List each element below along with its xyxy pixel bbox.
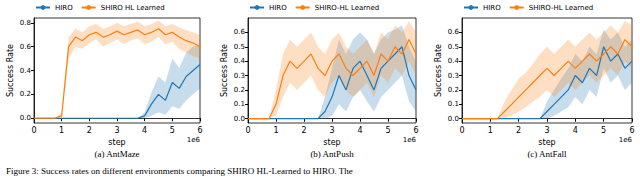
svg-text:0.6: 0.6	[448, 28, 460, 36]
svg-text:Success Rate: Success Rate	[434, 44, 443, 97]
svg-text:3: 3	[114, 126, 119, 135]
svg-text:1: 1	[59, 126, 64, 135]
svg-text:HIRO: HIRO	[269, 4, 287, 12]
svg-text:6: 6	[197, 126, 202, 135]
svg-text:4: 4	[142, 126, 147, 135]
svg-text:4: 4	[357, 126, 362, 135]
svg-text:5: 5	[385, 126, 390, 135]
svg-text:SHIRO HL Learned: SHIRO HL Learned	[101, 4, 165, 12]
svg-text:0.1: 0.1	[448, 100, 459, 108]
svg-text:0.2: 0.2	[448, 86, 459, 94]
svg-text:SHIRO-HL Learned: SHIRO-HL Learned	[529, 4, 594, 12]
svg-text:0.4: 0.4	[448, 57, 460, 65]
svg-text:Success Rate: Success Rate	[6, 44, 15, 97]
svg-text:Figure 3: Success rates on dif: Figure 3: Success rates on different env…	[6, 166, 353, 176]
svg-text:0.4: 0.4	[20, 67, 32, 75]
svg-text:3: 3	[544, 126, 549, 135]
svg-text:1e6: 1e6	[403, 136, 417, 144]
svg-text:0.8: 0.8	[20, 19, 31, 27]
svg-text:HIRO: HIRO	[483, 4, 501, 12]
svg-text:0.2: 0.2	[234, 86, 245, 94]
svg-text:Success Rate: Success Rate	[220, 44, 229, 97]
svg-text:1e6: 1e6	[187, 136, 201, 144]
svg-text:2: 2	[516, 126, 521, 135]
svg-text:0: 0	[459, 126, 464, 135]
svg-text:0.5: 0.5	[234, 43, 245, 51]
svg-text:0: 0	[245, 126, 250, 135]
svg-text:0.4: 0.4	[234, 57, 246, 65]
svg-text:(b) AntPush: (b) AntPush	[310, 149, 354, 159]
svg-text:6: 6	[413, 126, 418, 135]
svg-text:1: 1	[488, 126, 493, 135]
svg-text:0.3: 0.3	[448, 72, 459, 80]
svg-text:4: 4	[573, 126, 578, 135]
svg-text:0: 0	[31, 126, 36, 135]
svg-text:0.0: 0.0	[234, 115, 245, 123]
svg-text:1: 1	[273, 126, 278, 135]
svg-text:6: 6	[629, 126, 634, 135]
svg-text:5: 5	[601, 126, 606, 135]
svg-text:2: 2	[301, 126, 306, 135]
svg-text:1e6: 1e6	[619, 136, 633, 144]
svg-text:step: step	[538, 138, 555, 147]
svg-text:0.5: 0.5	[448, 43, 459, 51]
svg-text:0.6: 0.6	[20, 43, 32, 51]
svg-text:step: step	[323, 138, 340, 147]
svg-text:(c) AntFall: (c) AntFall	[527, 149, 567, 159]
svg-text:0.3: 0.3	[234, 72, 245, 80]
svg-text:0.1: 0.1	[234, 100, 245, 108]
svg-text:2: 2	[87, 126, 92, 135]
svg-text:0.2: 0.2	[20, 90, 31, 98]
svg-text:0.0: 0.0	[20, 114, 31, 122]
svg-text:step: step	[108, 138, 125, 147]
svg-text:SHIRO-HL Learned: SHIRO-HL Learned	[315, 4, 380, 12]
svg-text:0.0: 0.0	[448, 115, 459, 123]
svg-text:3: 3	[329, 126, 334, 135]
svg-text:0.6: 0.6	[234, 28, 246, 36]
svg-text:HIRO: HIRO	[55, 4, 73, 12]
svg-text:5: 5	[170, 126, 175, 135]
svg-text:(a) AntMaze: (a) AntMaze	[94, 149, 139, 159]
